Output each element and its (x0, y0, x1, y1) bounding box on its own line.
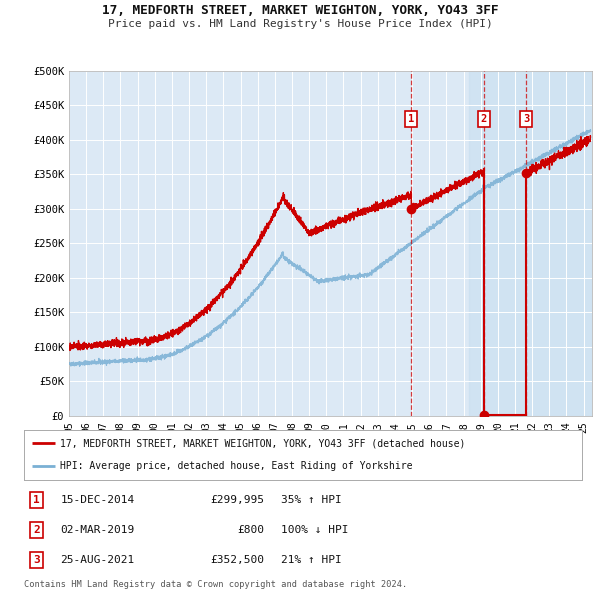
Text: 02-MAR-2019: 02-MAR-2019 (60, 525, 134, 535)
Text: 17, MEDFORTH STREET, MARKET WEIGHTON, YORK, YO43 3FF (detached house): 17, MEDFORTH STREET, MARKET WEIGHTON, YO… (60, 438, 466, 448)
Text: 25-AUG-2021: 25-AUG-2021 (60, 555, 134, 565)
Text: 3: 3 (523, 114, 529, 124)
Text: 35% ↑ HPI: 35% ↑ HPI (281, 494, 341, 504)
Bar (469, 71, 592, 416)
Text: £800: £800 (237, 525, 264, 535)
Text: 2: 2 (34, 525, 40, 535)
Text: 21% ↑ HPI: 21% ↑ HPI (281, 555, 341, 565)
Text: 3: 3 (34, 555, 40, 565)
Text: Contains HM Land Registry data © Crown copyright and database right 2024.: Contains HM Land Registry data © Crown c… (24, 580, 407, 589)
Text: 1: 1 (408, 114, 415, 124)
Text: HPI: Average price, detached house, East Riding of Yorkshire: HPI: Average price, detached house, East… (60, 461, 413, 471)
Text: 2: 2 (481, 114, 487, 124)
Text: 17, MEDFORTH STREET, MARKET WEIGHTON, YORK, YO43 3FF: 17, MEDFORTH STREET, MARKET WEIGHTON, YO… (102, 4, 498, 17)
Text: £299,995: £299,995 (210, 494, 264, 504)
Text: £352,500: £352,500 (210, 555, 264, 565)
Text: Price paid vs. HM Land Registry's House Price Index (HPI): Price paid vs. HM Land Registry's House … (107, 19, 493, 29)
Text: 100% ↓ HPI: 100% ↓ HPI (281, 525, 348, 535)
Text: 15-DEC-2014: 15-DEC-2014 (60, 494, 134, 504)
Text: 1: 1 (34, 494, 40, 504)
